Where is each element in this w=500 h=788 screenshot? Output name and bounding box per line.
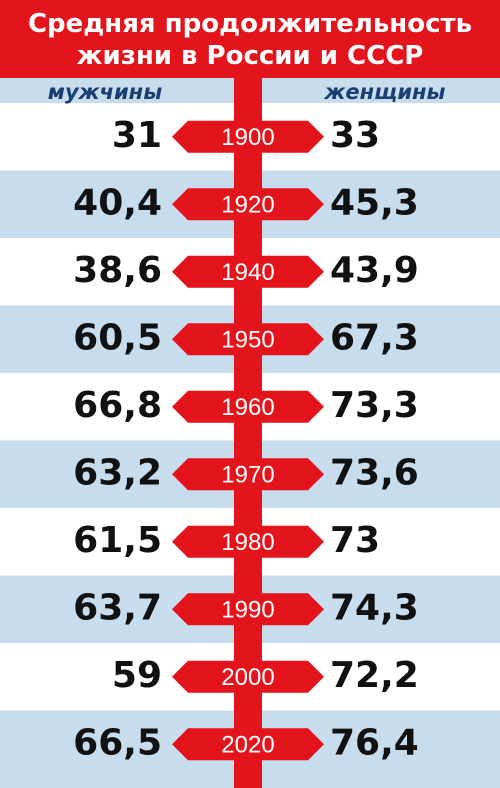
- year-badge: [172, 188, 324, 221]
- women-value: 73: [330, 520, 380, 561]
- title-line: Средняя продолжительность: [28, 9, 472, 39]
- column-header: мужчины: [48, 80, 162, 104]
- header-bar: [0, 0, 500, 78]
- women-value: 33: [330, 115, 380, 156]
- year-badge: [172, 323, 324, 356]
- year-label: 1900: [221, 124, 274, 151]
- women-value: 73,6: [330, 452, 419, 493]
- men-value: 63,7: [73, 587, 162, 628]
- year-label: 1940: [221, 259, 274, 286]
- men-value: 66,8: [73, 385, 162, 426]
- year-label: 1920: [221, 192, 274, 219]
- women-value: 73,3: [330, 385, 419, 426]
- women-value: 67,3: [330, 317, 419, 358]
- men-value: 63,2: [73, 452, 162, 493]
- year-badge: [172, 458, 324, 491]
- women-value: 45,3: [330, 182, 419, 223]
- men-value: 38,6: [73, 250, 162, 291]
- men-value: 61,5: [73, 520, 162, 561]
- year-badge: [172, 728, 324, 761]
- year-label: 1990: [221, 597, 274, 624]
- year-badge: [172, 660, 324, 693]
- women-value: 72,2: [330, 655, 419, 696]
- year-label: 2020: [221, 732, 274, 759]
- year-badge: [172, 593, 324, 626]
- men-value: 59: [112, 655, 162, 696]
- column-header: женщины: [323, 80, 445, 104]
- women-value: 76,4: [330, 722, 419, 763]
- year-label: 1970: [221, 462, 274, 489]
- year-badge: [172, 120, 324, 153]
- men-value: 40,4: [73, 182, 162, 223]
- women-value: 74,3: [330, 587, 419, 628]
- men-value: 60,5: [73, 317, 162, 358]
- men-value: 31: [112, 115, 162, 156]
- women-value: 43,9: [330, 250, 419, 291]
- year-label: 1980: [221, 529, 274, 556]
- year-badge: [172, 525, 324, 558]
- year-badge: [172, 390, 324, 423]
- year-label: 2000: [221, 664, 274, 691]
- title-line: жизни в России и СССР: [77, 41, 424, 71]
- year-badge: [172, 255, 324, 288]
- year-label: 1960: [221, 394, 274, 421]
- year-label: 1950: [221, 327, 274, 354]
- men-value: 66,5: [73, 722, 162, 763]
